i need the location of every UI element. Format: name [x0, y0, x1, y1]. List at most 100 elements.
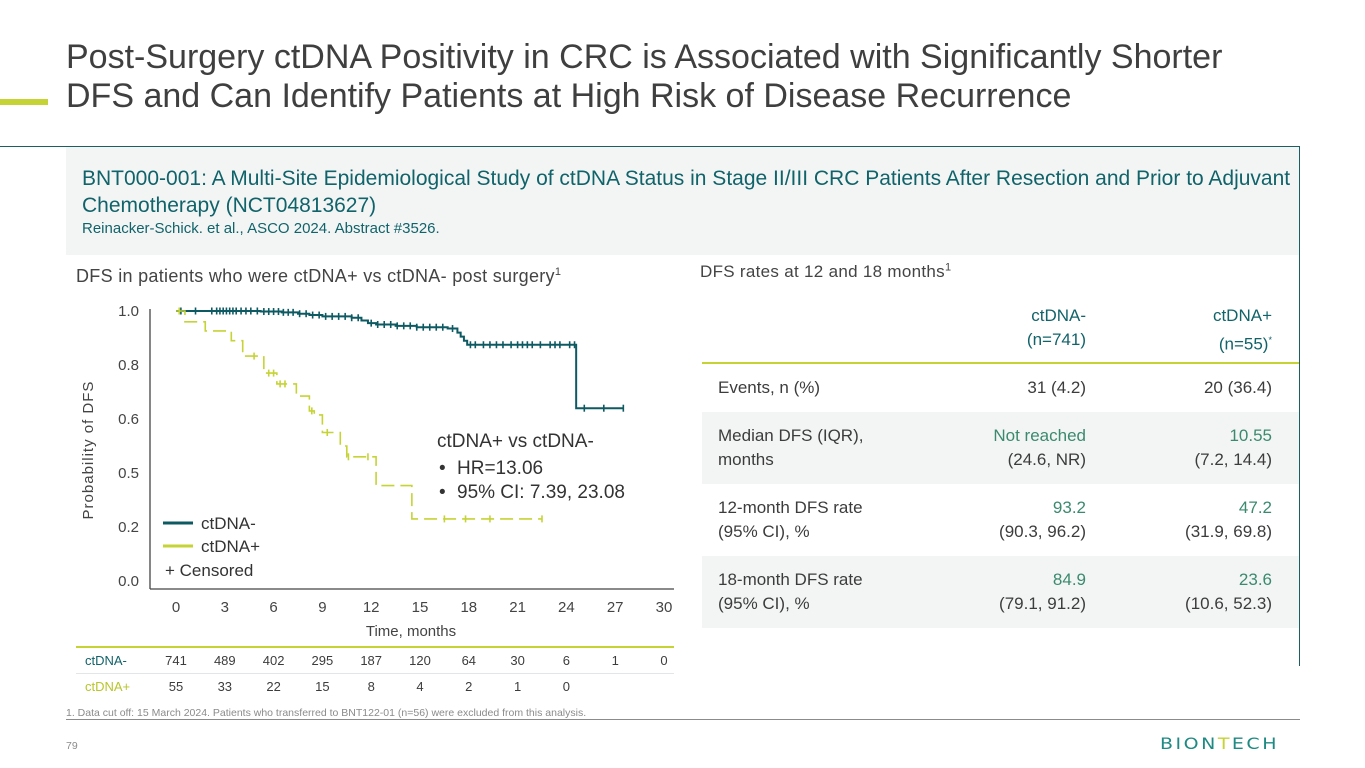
row-label-line-1: Median DFS (IQR),: [718, 426, 864, 445]
km-curve-ctdna-neg: [176, 310, 624, 410]
value-ctdna-neg: 31 (4.2): [1027, 378, 1086, 397]
dfs-table-header: ctDNA- (n=741) ctDNA+ (n=55)*: [702, 296, 1299, 364]
y-tick-label: 0.0: [118, 573, 139, 590]
value-range: (10.6, 52.3): [1185, 594, 1272, 613]
x-tick-label: 27: [607, 599, 624, 616]
legend-label-censored: + Censored: [165, 561, 253, 580]
y-tick-label: 0.8: [118, 357, 139, 374]
km-annotation: ctDNA+ vs ctDNA- • HR=13.06 • 95% CI: 7.…: [437, 431, 625, 503]
dfs-rates-heading: DFS rates at 12 and 18 months1: [700, 262, 951, 282]
x-tick-label: 24: [558, 599, 575, 616]
risk-cell: 0: [562, 679, 570, 694]
annotation-bullet-2: 95% CI: 7.39, 23.08: [457, 482, 625, 503]
risk-row-ctdna-neg: ctDNA- 741 489 402 295 187 120 64 30 6 1 0: [76, 648, 674, 674]
risk-cell: 33: [217, 679, 233, 694]
biontech-logo: BIONTECH: [1160, 735, 1279, 754]
footnote: 1. Data cut off: 15 March 2024. Patients…: [66, 707, 587, 719]
column-header-ctdna-neg: ctDNA- (n=741): [1027, 304, 1086, 352]
study-banner: BNT000-001: A Multi-Site Epidemiological…: [66, 147, 1299, 255]
value-main: Not reached: [993, 426, 1086, 445]
y-axis-label: Probability of DFS: [80, 381, 97, 520]
annotation-title: ctDNA+ vs ctDNA-: [437, 431, 594, 452]
footer-divider: [66, 719, 1300, 720]
study-reference: Reinacker-Schick. et al., ASCO 2024. Abs…: [82, 220, 440, 237]
risk-cell: 1: [513, 679, 522, 694]
logo-part: ECH: [1231, 734, 1279, 754]
dfs-rates-table: ctDNA- (n=741) ctDNA+ (n=55)* Events, n …: [702, 296, 1299, 628]
accent-bar: [0, 99, 48, 105]
value-main: 84.9: [1052, 570, 1086, 589]
risk-cell: 295: [311, 653, 334, 668]
study-title: BNT000-001: A Multi-Site Epidemiological…: [82, 167, 1291, 217]
x-tick-label: 30: [656, 599, 673, 616]
x-tick-label: 3: [221, 599, 229, 616]
row-label-line-2: (95% CI), %: [718, 594, 810, 613]
value-main: 10.55: [1229, 426, 1272, 445]
column-name: ctDNA-: [1031, 306, 1086, 325]
km-chart-heading: DFS in patients who were ctDNA+ vs ctDNA…: [76, 266, 561, 287]
risk-cell: 15: [315, 679, 330, 694]
value-ctdna-pos: 23.6 (10.6, 52.3): [1185, 568, 1272, 616]
row-label: Median DFS (IQR), months: [718, 424, 863, 472]
asterisk-marker: *: [1268, 335, 1272, 345]
legend-label-ctdna-neg: ctDNA-: [201, 514, 256, 533]
table-row-12-month-dfs: 12-month DFS rate (95% CI), % 93.2 (90.3, …: [702, 484, 1299, 556]
value-ctdna-pos: 47.2 (31.9, 69.8): [1185, 496, 1272, 544]
risk-cell: 4: [416, 679, 424, 694]
logo-part-accent: T: [1217, 734, 1232, 754]
risk-row-label: ctDNA+: [85, 679, 131, 694]
footnote-marker: 1: [944, 261, 952, 274]
y-tick-label: 0.6: [118, 411, 139, 428]
risk-cell: 489: [213, 653, 236, 668]
footnote-marker: 1: [554, 266, 562, 278]
column-header-ctdna-pos: ctDNA+ (n=55)*: [1213, 304, 1272, 357]
x-tick-label: 15: [412, 599, 429, 616]
value-range: (24.6, NR): [1007, 450, 1086, 469]
row-label-line-1: 12-month DFS rate: [718, 498, 863, 517]
risk-cell: 55: [168, 679, 184, 694]
row-label: Events, n (%): [718, 378, 821, 397]
logo-part: BION: [1160, 734, 1218, 754]
annotation-bullet-2-dot: •: [439, 482, 446, 503]
column-n: (n=741): [1026, 330, 1086, 349]
table-row-18-month-dfs: 18-month DFS rate (95% CI), % 84.9 (79.1, …: [702, 556, 1299, 628]
risk-cell: 6: [562, 653, 570, 668]
x-tick-label: 18: [460, 599, 477, 616]
risk-cell: 402: [262, 653, 285, 668]
value-range: (90.3, 96.2): [999, 522, 1086, 541]
row-label-line-2: (95% CI), %: [718, 522, 810, 541]
km-curve-ctdna-pos: [176, 310, 542, 520]
risk-cell: 64: [461, 653, 477, 668]
risk-row-label: ctDNA-: [85, 653, 127, 668]
risk-cell: 1: [611, 653, 619, 668]
annotation-bullet-1: HR=13.06: [457, 458, 543, 479]
km-axes: 1.0 0.8 0.6 0.5 0.2 0.0 0 3 6 9 12 15 18 21 24 27 30 Time…: [80, 303, 674, 640]
risk-row-ctdna-pos: ctDNA+ 55 33 22 15 8 4 2 1 0: [76, 674, 674, 699]
row-label: 12-month DFS rate (95% CI), %: [718, 496, 863, 544]
risk-cell: 8: [367, 679, 375, 694]
km-chart-heading-text: DFS in patients who were ctDNA+ vs ctDNA…: [76, 266, 555, 286]
km-curves: [176, 307, 625, 523]
km-legend: ctDNA- ctDNA+ + Censored: [163, 514, 260, 580]
risk-cell: 187: [360, 653, 383, 668]
slide-title-line-2: DFS and Can Identify Patients at High Ri…: [66, 77, 1072, 115]
annotation-bullet-1-dot: •: [439, 458, 446, 479]
row-label-line-2: months: [718, 450, 774, 469]
risk-cell: 120: [409, 653, 431, 668]
risk-cell: 2: [465, 679, 473, 694]
value-range: (79.1, 91.2): [999, 594, 1086, 613]
x-tick-label: 6: [269, 599, 277, 616]
x-tick-label: 21: [509, 599, 526, 616]
risk-cell: 741: [165, 653, 187, 668]
risk-cell: 0: [660, 653, 668, 668]
frame-border-top: [0, 146, 1300, 147]
column-n: (n=55): [1218, 334, 1269, 354]
value-main: 93.2: [1052, 498, 1086, 517]
table-row-median-dfs: Median DFS (IQR), months Not reached (24.6…: [702, 412, 1299, 484]
dfs-rates-heading-text: DFS rates at 12 and 18 months: [700, 262, 945, 281]
row-label: 18-month DFS rate (95% CI), %: [718, 568, 863, 616]
value-ctdna-pos: 20 (36.4): [1203, 378, 1272, 397]
y-tick-label: 0.2: [118, 519, 139, 536]
page-number: 79: [66, 740, 78, 752]
slide-title-line-1: Post-Surgery ctDNA Positivity in CRC is …: [66, 38, 1223, 76]
